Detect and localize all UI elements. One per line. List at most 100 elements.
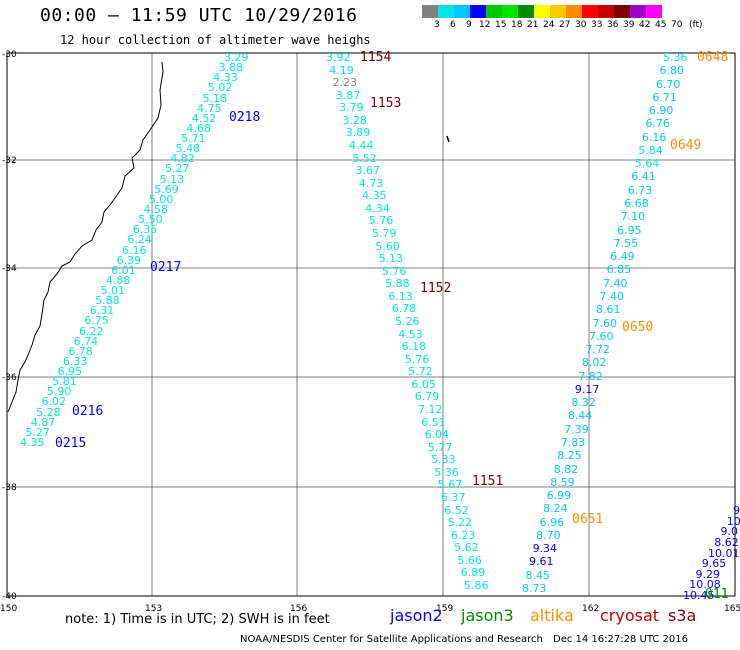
swh-value: 6.31 — [89, 304, 115, 318]
swh-value: 5.72 — [408, 365, 433, 379]
swh-value: 5.27 — [25, 425, 50, 439]
lon-label-150: 150 — [0, 604, 18, 614]
swh-value: 6.70 — [655, 77, 681, 91]
lat-label-40: -40 — [2, 592, 17, 602]
legend-tick: 33 — [591, 20, 603, 30]
swh-value: 6.13 — [388, 289, 413, 303]
swh-value: 10.08 — [689, 578, 721, 592]
page-title: 00:00 — 11:59 UTC 10/29/2016 — [40, 5, 358, 26]
legend-swatch — [566, 5, 582, 18]
swh-value: 4.87 — [30, 415, 56, 429]
legend-tick: 24 — [543, 20, 555, 30]
time-label: 1151 — [472, 474, 504, 489]
color-legend: 3 6 9 12 15 18 21 24 27 30 33 36 39 42 45 70 (ft) — [422, 5, 703, 32]
sat-s3a: s3a — [668, 606, 697, 625]
swh-value: 5.22 — [447, 516, 473, 530]
lat-label-38: -38 — [2, 483, 17, 493]
sat-cryosat: cryosat — [600, 606, 660, 625]
swh-value: 5.01 — [100, 284, 126, 298]
swh-value: 9.61 — [529, 555, 554, 569]
swh-value: 4.44 — [349, 139, 374, 152]
legend-swatch — [534, 5, 550, 18]
swh-value: 2.23 — [332, 76, 358, 90]
legend-swatch — [438, 5, 454, 18]
legend-unit: (ft) — [689, 20, 703, 30]
swh-value: 5.88 — [385, 277, 410, 291]
swh-value: 5.36 — [434, 465, 459, 479]
swh-value: 10.45 — [683, 589, 715, 602]
swh-value: 5.79 — [372, 227, 397, 240]
swh-value: 6.39 — [116, 253, 142, 267]
swh-value: 5.69 — [154, 182, 179, 196]
legend-tick: 42 — [639, 20, 651, 30]
swh-value: 3.67 — [355, 164, 381, 178]
legend-tick-labels: 3 6 9 12 15 18 21 24 27 30 33 36 39 42 45 70 (ft) — [422, 18, 703, 32]
swh-value: 6.79 — [414, 390, 440, 404]
swh-value: 3.87 — [335, 88, 361, 102]
swh-value: 4.88 — [105, 273, 131, 287]
swh-value: 8.73 — [522, 582, 547, 595]
swh-value: 8.24 — [543, 502, 568, 516]
lon-label-153: 153 — [145, 604, 163, 614]
swh-value: 5.33 — [431, 453, 456, 467]
lon-label-159: 159 — [436, 604, 454, 614]
swh-value: 7.40 — [599, 289, 625, 303]
swh-value: 6.16 — [122, 243, 147, 257]
swh-value: 7.12 — [418, 403, 443, 416]
swh-value: 6.04 — [424, 428, 450, 442]
swh-value: 5.81 — [52, 375, 77, 389]
swh-value: 5.48 — [175, 142, 201, 156]
time-label: 011 — [705, 587, 729, 602]
swh-value: 6.85 — [606, 263, 632, 277]
legend-tick: 39 — [623, 20, 635, 30]
credit-line: NOAA/NESDIS Center for Satellite Applica… — [240, 634, 543, 645]
legend-tick: 12 — [479, 20, 491, 30]
swh-value: 4.34 — [365, 201, 390, 215]
swh-value: 7.39 — [564, 422, 589, 436]
swh-value: 4.82 — [170, 152, 195, 166]
swh-value: 5.71 — [181, 132, 206, 146]
swh-value: 8.61 — [596, 303, 621, 317]
lat-label-30: -30 — [2, 50, 17, 60]
legend-tick: 18 — [511, 20, 523, 30]
legend-swatch — [454, 5, 470, 18]
time-label: 0649 — [670, 138, 702, 153]
legend-swatch — [550, 5, 566, 18]
legend-swatch — [614, 5, 630, 18]
swh-value: 6.24 — [127, 233, 152, 247]
swh-value: 6.33 — [62, 354, 88, 368]
swh-value: 10. — [726, 514, 740, 528]
legend-tick: 9 — [466, 20, 472, 30]
swh-value: 6.78 — [68, 344, 93, 358]
swh-value: 3.29 — [224, 51, 249, 64]
swh-value: 5.18 — [202, 91, 228, 105]
legend-swatch — [486, 5, 502, 18]
swh-value: 6.37 — [441, 491, 466, 504]
swh-value: 8.62 — [714, 535, 739, 549]
time-label: 1154 — [360, 50, 392, 65]
legend-tick: 3 — [434, 20, 440, 30]
lon-label-165: 165 — [724, 604, 740, 614]
legend-swatch — [518, 5, 534, 18]
swh-value: 5.26 — [395, 315, 420, 328]
swh-value: 6.49 — [610, 250, 635, 264]
swh-value: 6.52 — [444, 503, 469, 517]
swh-value: 6.76 — [645, 117, 670, 131]
swh-value: 6.90 — [648, 104, 674, 118]
credit-date: Dec 14 16:27:28 UTC 2016 — [553, 634, 688, 645]
swh-value: 4.58 — [143, 202, 168, 216]
swh-value: 3.88 — [218, 61, 244, 75]
swh-value: 5.52 — [352, 151, 377, 165]
swh-value: 6.74 — [73, 334, 99, 348]
swh-value: 8.70 — [536, 528, 561, 542]
swh-value: 9.17 — [574, 382, 600, 396]
coastline — [7, 61, 164, 413]
swh-value: 6.22 — [79, 324, 104, 338]
swh-value: 4.35 — [20, 436, 45, 449]
lon-label-156: 156 — [290, 604, 308, 614]
swh-value: 6.80 — [659, 64, 684, 78]
swh-value: 6.05 — [411, 377, 436, 391]
swh-value: 4.52 — [191, 111, 217, 125]
legend-tick: 45 — [655, 20, 667, 30]
